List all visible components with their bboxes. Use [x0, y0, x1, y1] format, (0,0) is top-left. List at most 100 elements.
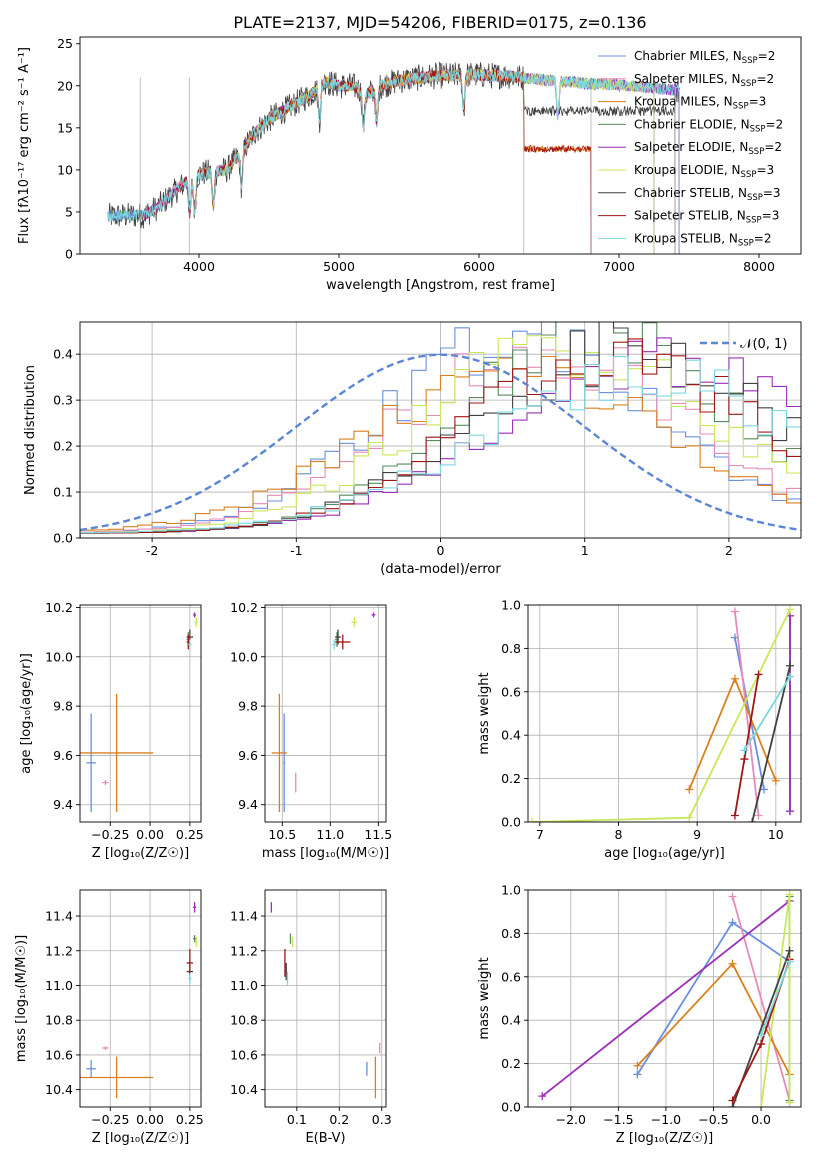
- x-tick-label: 8: [614, 827, 622, 842]
- legend-label: Salpeter ELODIE, NSSP=2: [634, 140, 782, 157]
- legend-label: Chabrier STELIB, NSSP=3: [634, 186, 781, 203]
- weight-marker: [538, 1092, 547, 1101]
- x-axis-label: E(B-V): [305, 1131, 345, 1146]
- y-tick-label: 15: [57, 120, 73, 135]
- x-tick-label: -2: [146, 543, 158, 558]
- x-tick-label: 10.5: [268, 827, 296, 842]
- x-axis-label: Z [log₁₀(Z/Z☉)]: [92, 1131, 189, 1146]
- y-tick-label: 10: [57, 162, 73, 177]
- y-tick-label: 9.4: [238, 797, 258, 812]
- weight-marker: [685, 785, 694, 794]
- y-tick-label: 0.4: [501, 1013, 521, 1028]
- histogram-series: [80, 338, 801, 538]
- spectrum-line: [107, 68, 680, 254]
- x-axis-label: Z [log₁₀(Z/Z☉)]: [616, 1131, 713, 1146]
- weight-marker: [728, 918, 737, 927]
- weight-marker: [528, 818, 536, 822]
- age-vs-metallicity-axes: −0.25 0.00 0.25 9.4 9.6 9.8 10.0 10.2 Z [log₁₀(Z…: [19, 600, 204, 861]
- y-tick-label: 25: [57, 36, 73, 51]
- weight-marker: [760, 785, 769, 794]
- x-tick-label: 0.1: [287, 1112, 307, 1127]
- x-axis-label: mass [log₁₀(M/M☉)]: [262, 846, 389, 861]
- axes-frame: [264, 889, 387, 1108]
- y-tick-label: 9.6: [53, 748, 73, 763]
- y-axis-label: Normed distribution: [23, 365, 38, 495]
- weight-marker: [728, 959, 737, 968]
- y-tick-label: 0.0: [501, 1100, 521, 1115]
- y-axis-label: age [log₁₀(age/yr)]: [19, 653, 34, 774]
- x-tick-label: 5000: [323, 259, 355, 274]
- x-axis-label: Z [log₁₀(Z/Z☉)]: [92, 846, 189, 861]
- spectrum-line: [135, 68, 592, 254]
- spectrum-line: [184, 68, 592, 254]
- x-tick-label: −0.25: [91, 827, 129, 842]
- y-tick-label: 0.2: [501, 1056, 521, 1071]
- weight-marker: [785, 946, 794, 955]
- x-tick-label: 7: [536, 827, 544, 842]
- weight-marker: [785, 890, 794, 899]
- spectrum-line: [107, 61, 680, 254]
- y-tick-label: 10.6: [45, 1047, 73, 1062]
- y-tick-label: 1.0: [501, 598, 521, 613]
- y-axis-label: mass weight: [477, 957, 492, 1039]
- x-tick-label: 0.2: [329, 1112, 349, 1127]
- x-tick-label: 7000: [603, 259, 635, 274]
- x-tick-label: 1: [581, 543, 589, 558]
- plot-area: [107, 61, 680, 254]
- y-tick-label: 11.0: [230, 978, 258, 993]
- weight-marker: [728, 1096, 737, 1105]
- histogram-series: [80, 355, 801, 538]
- y-tick-label: 10.6: [230, 1047, 258, 1062]
- y-tick-label: 11.0: [45, 978, 73, 993]
- weight-marker: [785, 957, 794, 966]
- y-tick-label: 0.6: [501, 684, 521, 699]
- residual-histogram-axes: -2 -1 0 1 2 0.0 0.1 0.2 0.3 0.4 (data-model)/error…: [23, 321, 802, 577]
- weight-marker: [757, 1031, 766, 1040]
- axes-frame: [527, 604, 802, 823]
- plot-area: [271, 612, 376, 813]
- x-tick-label: 0: [437, 543, 445, 558]
- axes-frame: [79, 604, 202, 823]
- y-tick-label: 0.2: [53, 439, 73, 454]
- x-tick-label: 11.0: [316, 827, 344, 842]
- plot-area: [80, 612, 198, 813]
- weight-marker: [633, 1061, 642, 1070]
- gaussian-legend-label: 𝒩(0, 1): [740, 337, 787, 352]
- y-tick-label: 9.6: [238, 748, 258, 763]
- weight-marker: [785, 661, 794, 670]
- weight-series-line: [541, 900, 791, 1097]
- x-tick-label: 0.3: [372, 1112, 392, 1127]
- y-tick-label: 0: [65, 247, 73, 262]
- y-tick-label: 20: [57, 78, 73, 93]
- weight-marker: [785, 1098, 794, 1107]
- axes-frame: [527, 889, 802, 1108]
- x-tick-label: 0.00: [136, 827, 164, 842]
- histogram-legend: 𝒩(0, 1): [700, 337, 787, 352]
- spectrum-legend: Chabrier MILES, NSSP=2 Salpeter MILES, NS…: [598, 49, 783, 248]
- spectrum-line: [188, 68, 655, 254]
- y-tick-label: 1.0: [501, 883, 521, 898]
- x-tick-label: 11.5: [364, 827, 392, 842]
- y-tick-label: 10.8: [230, 1013, 258, 1028]
- y-tick-label: 11.2: [230, 943, 258, 958]
- y-tick-label: 9.4: [53, 797, 73, 812]
- y-axis-label: mass weight: [477, 672, 492, 754]
- weight-marker: [685, 813, 694, 822]
- y-tick-label: 0.8: [501, 926, 521, 941]
- y-tick-label: 0.4: [53, 347, 73, 362]
- x-tick-label: 9: [693, 827, 701, 842]
- weight-marker: [633, 1070, 642, 1079]
- y-tick-label: 9.8: [53, 699, 73, 714]
- x-tick-label: 0.00: [136, 1112, 164, 1127]
- y-tick-label: 11.4: [230, 909, 258, 924]
- weight-marker: [771, 776, 780, 785]
- weight-series-line: [688, 676, 777, 790]
- x-tick-label: 6000: [463, 259, 495, 274]
- y-tick-label: 0.4: [501, 728, 521, 743]
- y-tick-label: 10.0: [45, 649, 73, 664]
- y-tick-label: 10.4: [230, 1082, 258, 1097]
- axes-frame: [79, 889, 202, 1108]
- histogram-series: [80, 356, 801, 538]
- x-tick-label: 0.25: [176, 1112, 204, 1127]
- weight-marker: [748, 818, 757, 822]
